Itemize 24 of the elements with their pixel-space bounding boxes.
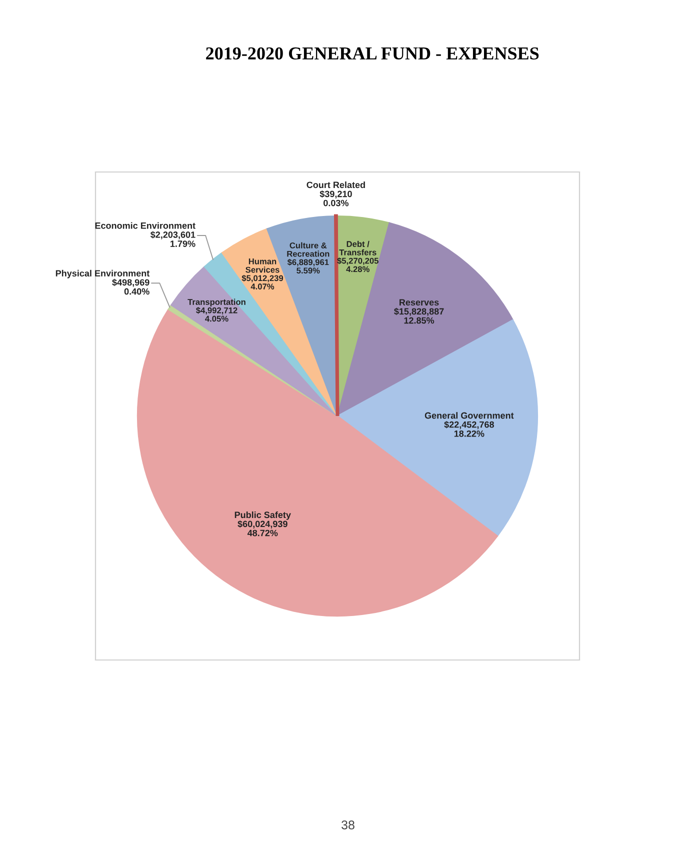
- pie-slice: [336, 319, 538, 537]
- pie-slice: [336, 222, 514, 417]
- chart-title: 2019-2020 GENERAL FUND - EXPENSES: [206, 47, 539, 60]
- text: 38: [342, 820, 354, 830]
- data-label: $39,210 0.03%: [320, 190, 352, 206]
- data-label: $498,969 0.40%: [112, 278, 150, 295]
- data-label: $5,012,239 4.07%: [242, 274, 284, 290]
- data-label: $60,024,939 48.72%: [238, 520, 288, 536]
- slice-label: Reserves: [400, 299, 439, 306]
- slice-label: Economic Environment: [95, 222, 196, 229]
- data-label: $6,889,961 5.59%: [287, 258, 329, 274]
- data-label: $22,452,768 18.22%: [444, 420, 494, 437]
- data-label: $2,203,601 1.79%: [150, 231, 196, 247]
- slice-label: Court Related: [306, 181, 365, 188]
- pie-slice: [170, 266, 338, 417]
- slice-label: Physical Environment: [56, 270, 150, 278]
- slice-label: Culture & Recreation: [287, 242, 330, 257]
- slice-label: Transportation: [188, 298, 246, 307]
- slice-label: Human Services: [246, 258, 280, 273]
- data-label: $15,828,887 12.85%: [394, 308, 444, 324]
- slice-label: Debt / Transfers: [339, 240, 376, 256]
- slice-label: General Government: [424, 412, 514, 419]
- data-label: $4,992,712 4.05%: [196, 307, 238, 322]
- slice-label: Public Safety: [234, 511, 291, 520]
